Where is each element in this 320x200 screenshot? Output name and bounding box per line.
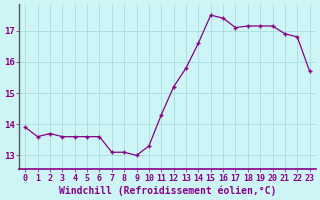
- X-axis label: Windchill (Refroidissement éolien,°C): Windchill (Refroidissement éolien,°C): [59, 185, 276, 196]
